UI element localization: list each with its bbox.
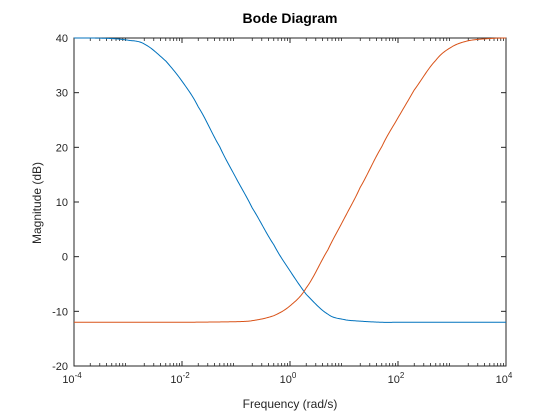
- plot-area: 10-4 10-2 100 102 104 -20 -10 0 10 20 30 40: [52, 33, 513, 386]
- y-tick-label: -10: [52, 306, 68, 318]
- y-tick-label: 30: [56, 88, 68, 100]
- x-tick-label: 100: [280, 371, 297, 386]
- y-tick-label: 40: [56, 33, 68, 45]
- x-tick-label: 102: [388, 371, 405, 386]
- y-tick-label: 20: [56, 142, 68, 154]
- x-axis-label: Frequency (rad/s): [243, 397, 338, 411]
- y-tick-label: 10: [56, 197, 68, 209]
- y-tick-label: 0: [62, 252, 68, 264]
- series-line-1: [74, 37, 506, 323]
- x-tick-label: 10-2: [170, 371, 190, 386]
- x-tick-label: 104: [496, 371, 513, 386]
- x-tick-label: 10-4: [62, 371, 82, 386]
- axes-box: [73, 37, 507, 367]
- series-line-2: [74, 37, 507, 323]
- y-tick-label: -20: [52, 361, 68, 373]
- chart-title: Bode Diagram: [243, 10, 338, 26]
- y-axis-label: Magnitude (dB): [30, 162, 44, 244]
